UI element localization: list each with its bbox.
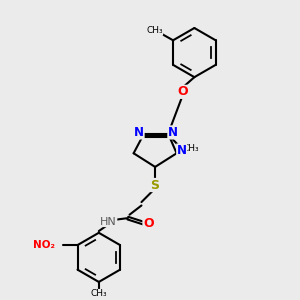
Text: O: O	[143, 217, 154, 230]
Text: CH₃: CH₃	[91, 290, 107, 298]
Text: N: N	[134, 126, 144, 139]
Text: HN: HN	[100, 217, 117, 226]
Text: N: N	[168, 126, 178, 139]
Text: CH₃: CH₃	[146, 26, 163, 35]
Text: S: S	[151, 178, 160, 191]
Text: O: O	[177, 85, 188, 98]
Text: N: N	[181, 143, 190, 156]
Text: N: N	[177, 144, 187, 157]
Text: NO₂: NO₂	[33, 240, 55, 250]
Text: CH₃: CH₃	[183, 144, 199, 153]
